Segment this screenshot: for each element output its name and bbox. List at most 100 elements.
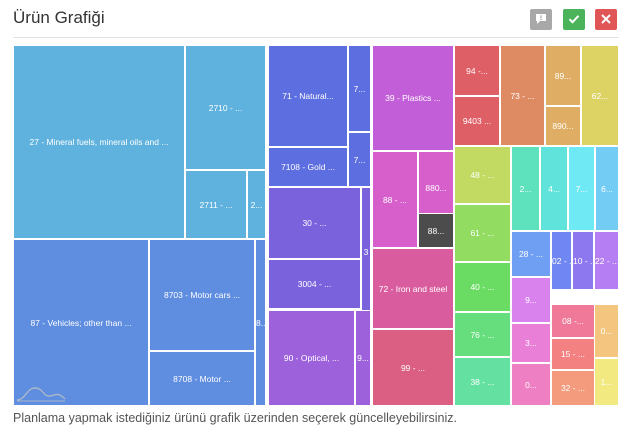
- treemap-tile[interactable]: 94 -...: [454, 45, 500, 96]
- treemap-tile[interactable]: 880...: [418, 151, 454, 224]
- treemap-tile-label: 71 - Natural...: [282, 91, 334, 101]
- treemap-tile[interactable]: 0...: [594, 304, 619, 358]
- treemap-tile[interactable]: 15 - ...: [551, 338, 595, 370]
- treemap-tile-label: 40 - ...: [470, 282, 495, 292]
- treemap-tile-label: 7...: [353, 83, 366, 94]
- treemap-tile-label: 73 - ...: [510, 90, 535, 101]
- treemap-tile[interactable]: 90 - Optical, ...: [268, 310, 355, 406]
- treemap-tile-label: 38 - ...: [470, 376, 495, 387]
- treemap-tile[interactable]: 2...: [511, 146, 540, 231]
- treemap-tile[interactable]: 0...: [511, 363, 551, 406]
- treemap-tile[interactable]: 72 - Iron and steel: [372, 248, 454, 329]
- treemap-tile[interactable]: 3: [361, 187, 371, 317]
- treemap-tile-label: 8...: [256, 317, 265, 328]
- treemap-tile-label: 890...: [552, 121, 574, 131]
- treemap-tile-label: 3004 - ...: [297, 279, 332, 289]
- treemap-tile[interactable]: 10 - ...: [572, 231, 594, 290]
- treemap-tile[interactable]: 27 - Mineral fuels, mineral oils and ...: [13, 45, 185, 239]
- treemap-tile-label: 76 - ...: [470, 329, 495, 340]
- treemap-tile[interactable]: 40 - ...: [454, 262, 511, 312]
- treemap-tile[interactable]: 9...: [355, 310, 371, 406]
- treemap-tile[interactable]: 7...: [348, 132, 371, 187]
- confirm-button[interactable]: [563, 9, 585, 30]
- treemap-tile[interactable]: 48 - ...: [454, 146, 511, 204]
- treemap-tile[interactable]: 88 - ...: [372, 151, 418, 248]
- treemap-tile[interactable]: 8708 - Motor ...: [149, 351, 255, 406]
- treemap-tile[interactable]: 88...: [418, 213, 454, 248]
- comment-button[interactable]: [530, 9, 552, 30]
- treemap-tile[interactable]: 2711 - ...: [185, 170, 247, 239]
- treemap-tile-label: 72 - Iron and steel: [378, 283, 448, 294]
- treemap-tile[interactable]: 890...: [545, 106, 581, 146]
- treemap-tile-label: 9...: [357, 353, 369, 363]
- treemap-tile[interactable]: 7108 - Gold ...: [268, 147, 348, 187]
- treemap-tile-label: 88...: [427, 225, 445, 236]
- treemap-tile[interactable]: 7...: [348, 45, 371, 132]
- treemap-tile-label: 9403 ...: [462, 116, 492, 126]
- treemap-tile-label: 62...: [591, 90, 609, 101]
- treemap-tile[interactable]: 2710 - ...: [185, 45, 266, 170]
- instruction-text: Planlama yapmak istediğiniz ürünü grafik…: [13, 411, 457, 425]
- treemap-tile[interactable]: 9...: [511, 277, 551, 323]
- treemap-tile-label: 88 - ...: [382, 194, 408, 205]
- treemap-tile[interactable]: 76 - ...: [454, 312, 511, 357]
- treemap-tile-label: 2710 - ...: [208, 102, 243, 113]
- treemap-tile[interactable]: 61 - ...: [454, 204, 511, 262]
- treemap-tile[interactable]: 62...: [581, 45, 619, 146]
- close-button[interactable]: [595, 9, 617, 30]
- treemap-tile[interactable]: 38 - ...: [454, 357, 511, 406]
- treemap-tile[interactable]: 28 - ...: [511, 231, 551, 277]
- treemap-tile-label: 94 -...: [466, 65, 488, 76]
- treemap-tile-label: 7108 - Gold ...: [281, 162, 335, 172]
- treemap-tile-label: 8708 - Motor ...: [173, 373, 231, 384]
- treemap-tile[interactable]: 2...: [247, 170, 266, 239]
- treemap-tile-label: 99 - ...: [400, 362, 426, 373]
- treemap-tile[interactable]: 6...: [595, 146, 619, 231]
- treemap-tile-label: 2...: [250, 199, 263, 210]
- treemap-tile[interactable]: 8703 - Motor cars ...: [149, 239, 255, 351]
- treemap-tile[interactable]: 73 - ...: [500, 45, 545, 146]
- treemap-tile[interactable]: 39 - Plastics ...: [372, 45, 454, 151]
- treemap-tile-label: 9...: [525, 295, 537, 305]
- treemap-tile[interactable]: 3...: [511, 323, 551, 363]
- treemap-tile[interactable]: 71 - Natural...: [268, 45, 348, 147]
- treemap-tile[interactable]: 22 - ...: [594, 231, 619, 290]
- page-title: Ürün Grafiği: [13, 8, 105, 27]
- comment-icon: [536, 14, 546, 24]
- treemap-tile[interactable]: 8...: [255, 239, 266, 406]
- treemap-tile-label: 89...: [554, 70, 572, 81]
- treemap-tile-label: 90 - Optical, ...: [283, 353, 340, 363]
- treemap-tile-label: 0...: [525, 379, 537, 390]
- treemap-tile-label: 0...: [600, 326, 613, 336]
- treemap-tile[interactable]: 32 - ...: [551, 370, 595, 406]
- treemap-tile[interactable]: 08 -...: [551, 304, 595, 338]
- treemap-tile-label: 61 - ...: [470, 228, 495, 238]
- chart-watermark-icon: [16, 387, 66, 402]
- treemap-tile[interactable]: 3004 - ...: [268, 259, 361, 309]
- treemap-tile-label: 1...: [600, 377, 613, 387]
- close-icon: [601, 14, 611, 24]
- treemap-tile-label: 32 - ...: [560, 383, 586, 393]
- treemap-tile[interactable]: 1...: [594, 358, 619, 406]
- treemap-tile[interactable]: 99 - ...: [372, 329, 454, 406]
- treemap-tile-label: 10 - ...: [573, 255, 593, 266]
- treemap-tile[interactable]: 87 - Vehicles; other than ...: [13, 239, 149, 406]
- treemap-tile-label: 880...: [425, 182, 447, 193]
- treemap-tile[interactable]: 7...: [568, 146, 595, 231]
- treemap-tile[interactable]: 4...: [540, 146, 568, 231]
- treemap-tile[interactable]: 9403 ...: [454, 96, 500, 146]
- treemap-tile-label: 15 - ...: [560, 349, 586, 359]
- treemap-tile[interactable]: 89...: [545, 45, 581, 106]
- treemap-tile-label: 30 - ...: [302, 218, 327, 228]
- treemap-tile-label: 3...: [525, 338, 537, 348]
- treemap-tile-label: 87 - Vehicles; other than ...: [30, 317, 132, 328]
- treemap-tile[interactable]: 30 - ...: [268, 187, 361, 259]
- treemap-tile-label: 6...: [601, 183, 613, 194]
- treemap-tile[interactable]: 02 - ...: [551, 231, 572, 290]
- treemap-tile-label: 3: [363, 247, 369, 257]
- treemap-tile-label: 4...: [548, 183, 560, 194]
- treemap-tile-label: 48 - ...: [470, 170, 495, 180]
- treemap-tile-label: 8703 - Motor cars ...: [163, 290, 241, 300]
- product-treemap: 27 - Mineral fuels, mineral oils and ...…: [13, 45, 619, 407]
- check-icon: [568, 15, 580, 24]
